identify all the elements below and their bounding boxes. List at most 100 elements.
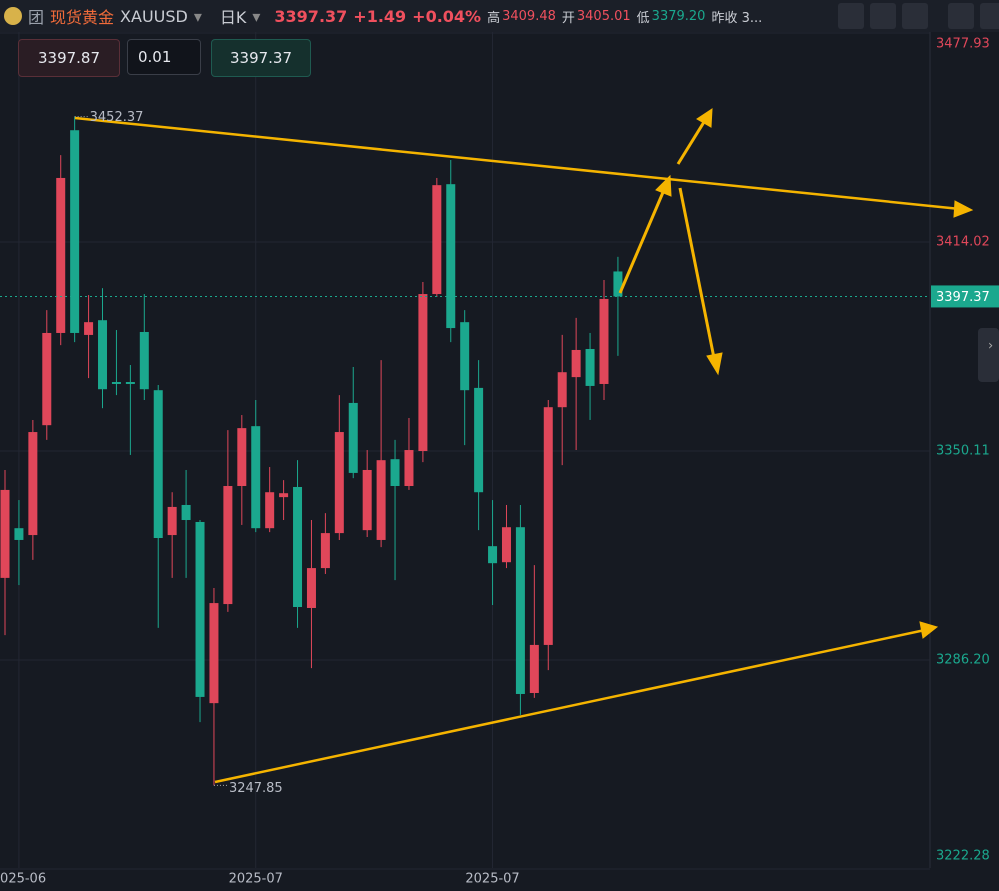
candle-body (404, 450, 414, 487)
period[interactable]: 日K (219, 8, 247, 27)
open: 3405.01 (576, 8, 631, 24)
candle-body (501, 527, 511, 563)
lot-input[interactable]: 0.01 (127, 39, 201, 75)
candle-body (28, 432, 38, 536)
toolbar (838, 3, 999, 29)
candle-body (293, 486, 303, 607)
tool-button[interactable] (980, 3, 999, 29)
candle-body (181, 504, 191, 521)
symbol-code[interactable]: XAUUSD (120, 6, 188, 26)
candle-body (14, 528, 24, 540)
x-tick-label: 2025-06 (0, 872, 46, 887)
buy-box[interactable]: 3397.37 (211, 39, 311, 77)
price: 3397.37 (274, 6, 348, 26)
candle-body (571, 349, 581, 378)
label: 开 (561, 10, 575, 26)
tool-button[interactable] (948, 3, 974, 29)
side-tab[interactable] (978, 328, 999, 382)
candle-body (320, 533, 330, 569)
annotation: 3452.37 (90, 110, 144, 125)
logo (4, 7, 22, 25)
tool-button[interactable] (870, 3, 896, 29)
y-tick-label: 3477.93 (936, 37, 990, 52)
candle-body (488, 546, 498, 564)
candle-body (125, 382, 135, 384)
candle-body (279, 493, 289, 498)
candle-body (167, 506, 177, 536)
candle-body (348, 402, 358, 473)
candle-body (209, 603, 219, 704)
candle-body (98, 320, 108, 390)
label: 高 (487, 10, 501, 26)
candle-body (474, 387, 484, 493)
arrow-head (919, 621, 939, 639)
sell-box[interactable]: 3397.87 (18, 39, 120, 77)
arrow (618, 189, 666, 294)
candle-body (251, 426, 261, 529)
candle-body (529, 644, 539, 694)
candle-body (460, 322, 470, 391)
candle-body (613, 271, 623, 297)
candle-body (306, 568, 316, 608)
annotation: 3247.85 (229, 781, 283, 796)
low: 3379.20 (651, 8, 706, 24)
header-bar: 团 现货黄金 XAUUSD ▾ 日K ▾ 3397.37 +1.49 +0.04… (0, 0, 999, 32)
candle-body (334, 432, 344, 534)
candle-body (42, 332, 52, 426)
candle-body (265, 492, 275, 529)
side-tab-icon[interactable]: › (988, 339, 993, 354)
tool-button[interactable] (902, 3, 928, 29)
trend-lines (74, 108, 974, 784)
candle-body (223, 486, 233, 605)
candle-body (390, 459, 400, 487)
dropdown[interactable]: ▾ (193, 6, 202, 26)
arrow (676, 121, 706, 165)
symbol-name[interactable]: 现货黄金 (50, 8, 115, 27)
icon: 团 (28, 8, 45, 27)
price-tag (931, 285, 999, 308)
candle-body (418, 294, 428, 452)
change-pct: +0.04% (412, 6, 482, 26)
axis-panel (930, 32, 999, 891)
label: 低 (636, 10, 650, 26)
candle-body (153, 390, 163, 539)
candle-body (585, 348, 595, 386)
candle-body (543, 407, 553, 645)
change: +1.49 (353, 6, 407, 26)
arrow-head (696, 108, 713, 128)
trend-line (74, 116, 961, 211)
candle-body (56, 177, 66, 333)
candle-body (446, 184, 456, 329)
y-tick-label: 3414.02 (936, 234, 990, 249)
arrow-head (706, 352, 723, 376)
candle-body (0, 489, 10, 578)
candle-body (139, 331, 149, 390)
dropdown[interactable]: ▾ (252, 6, 261, 26)
tool-button[interactable] (838, 3, 864, 29)
x-tick-label: 2025-07 (229, 872, 283, 887)
candle-body (111, 382, 121, 384)
candle-body (362, 469, 372, 531)
candle-body (376, 460, 386, 540)
candle-body (195, 521, 205, 697)
candle-body (557, 372, 567, 408)
price-tag-label: 3397.37 (936, 290, 990, 305)
arrow (678, 187, 716, 359)
y-tick-label: 3350.11 (936, 443, 990, 458)
arrow-head (655, 174, 672, 197)
candle-body (237, 428, 247, 487)
high: 3409.48 (502, 8, 556, 24)
x-tick-label: 2025-07 (465, 872, 519, 887)
candle-body (70, 130, 80, 333)
candle-body (515, 527, 525, 694)
candle-body (599, 298, 609, 384)
candle-body (432, 185, 442, 295)
candle-body (84, 322, 94, 335)
arrow-head (953, 200, 974, 218)
trend-line (214, 628, 926, 784)
y-tick-label: 3222.28 (936, 849, 990, 864)
prev-close: 昨收 3... (711, 10, 763, 26)
y-tick-label: 3286.20 (936, 652, 990, 667)
